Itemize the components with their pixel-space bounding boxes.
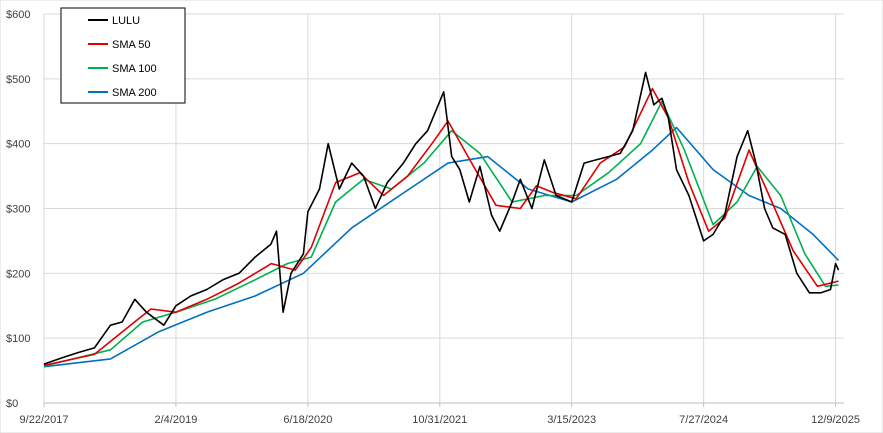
x-tick-label: 7/27/2024 [679,414,728,426]
x-tick-label: 10/31/2021 [412,414,467,426]
legend: LULU SMA 50 SMA 100 SMA 200 [60,7,186,104]
y-tick-label: $300 [6,204,30,216]
y-tick-label: $500 [6,74,30,86]
y-tick-label: $400 [6,139,30,151]
legend-label-sma100: SMA 100 [112,63,157,75]
y-tick-label: $0 [6,398,18,410]
x-tick-label: 2/4/2019 [155,414,198,426]
x-tick-label: 6/18/2020 [283,414,332,426]
x-tick-label: 12/9/2025 [811,414,860,426]
legend-label-sma200: SMA 200 [112,87,157,99]
axes: $0 $100 $200 $300 $400 $500 $600 9/22/2017 2/4/2… [6,9,860,426]
y-tick-label: $600 [6,9,30,21]
series-line-lulu [43,71,840,365]
legend-box [60,7,186,104]
series-line-sma100 [43,100,839,367]
x-tick-label: 9/22/2017 [20,414,69,426]
series-lines [43,71,840,368]
legend-label-sma50: SMA 50 [112,39,151,51]
y-tick-label: $200 [6,268,30,280]
legend-label-lulu: LULU [112,15,140,27]
y-tick-label: $100 [6,333,30,345]
x-tick-label: 3/15/2023 [547,414,596,426]
